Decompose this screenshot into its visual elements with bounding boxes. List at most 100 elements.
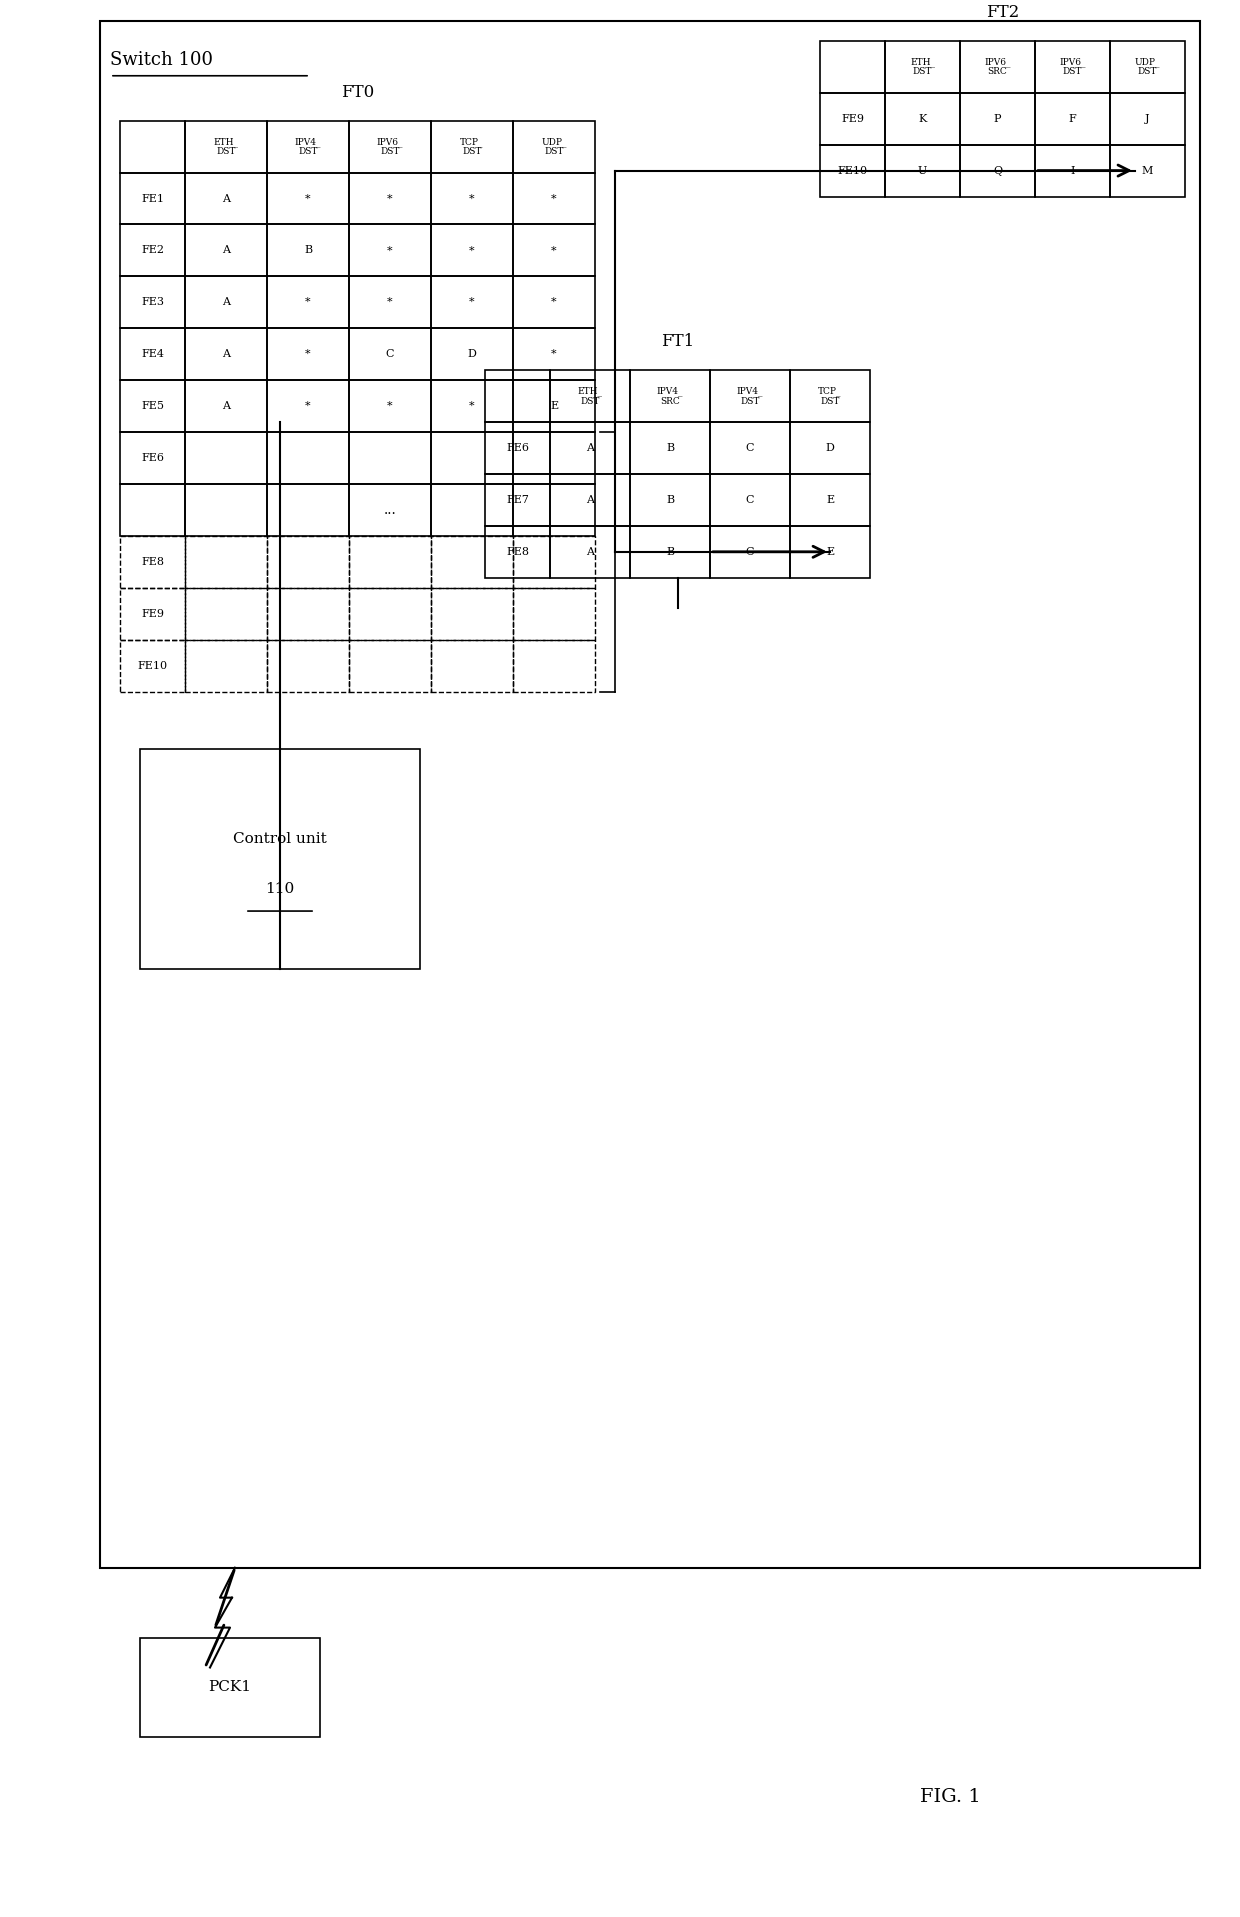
Bar xyxy=(432,121,513,173)
Text: K: K xyxy=(919,113,926,125)
Text: Q: Q xyxy=(993,165,1002,176)
Bar xyxy=(267,483,348,537)
Bar xyxy=(348,589,432,640)
Bar xyxy=(790,370,870,422)
Bar xyxy=(485,525,551,577)
Text: E: E xyxy=(826,495,835,504)
Text: FE3: FE3 xyxy=(141,297,164,307)
Bar xyxy=(820,40,885,92)
Bar xyxy=(185,224,267,276)
Bar xyxy=(1110,40,1185,92)
Bar xyxy=(820,144,885,197)
Text: B: B xyxy=(304,245,312,255)
Bar xyxy=(711,525,790,577)
Bar xyxy=(485,370,551,422)
Bar xyxy=(513,173,595,224)
Bar xyxy=(551,370,630,422)
Bar xyxy=(348,121,432,173)
Bar xyxy=(1035,144,1110,197)
Bar xyxy=(185,537,267,589)
Text: ...: ... xyxy=(383,502,397,518)
Bar xyxy=(513,380,595,431)
Text: FE9: FE9 xyxy=(841,113,864,125)
Bar xyxy=(513,640,595,692)
Text: *: * xyxy=(387,297,393,307)
Bar xyxy=(348,224,432,276)
Text: *: * xyxy=(552,194,557,203)
Bar xyxy=(267,537,348,589)
Bar xyxy=(432,640,513,692)
Text: IPV4_
DST: IPV4_ DST xyxy=(295,136,321,157)
Text: C: C xyxy=(745,546,754,556)
Bar xyxy=(1110,144,1185,197)
Bar xyxy=(1035,40,1110,92)
Bar xyxy=(432,173,513,224)
Text: *: * xyxy=(469,297,475,307)
Bar xyxy=(267,380,348,431)
Bar xyxy=(513,589,595,640)
Bar xyxy=(348,276,432,328)
Bar xyxy=(630,525,711,577)
Text: IPV6_
DST: IPV6_ DST xyxy=(377,136,403,157)
Text: FE10: FE10 xyxy=(837,165,868,176)
Text: *: * xyxy=(305,194,311,203)
Bar xyxy=(513,483,595,537)
Bar xyxy=(790,422,870,473)
Text: UDP_
DST: UDP_ DST xyxy=(1135,58,1161,77)
Bar xyxy=(432,380,513,431)
Bar xyxy=(485,422,551,473)
Text: FIG. 1: FIG. 1 xyxy=(920,1789,981,1806)
Text: FE8: FE8 xyxy=(506,546,529,556)
Text: FT1: FT1 xyxy=(661,334,694,351)
Text: IPV4_
DST: IPV4_ DST xyxy=(737,387,764,406)
Text: FE1: FE1 xyxy=(141,194,164,203)
Bar xyxy=(267,121,348,173)
Bar xyxy=(185,640,267,692)
Text: D: D xyxy=(467,349,476,358)
Text: FE5: FE5 xyxy=(141,401,164,410)
Bar xyxy=(348,431,432,483)
Bar xyxy=(120,431,185,483)
Text: *: * xyxy=(305,401,311,410)
Bar xyxy=(432,589,513,640)
Bar xyxy=(185,589,267,640)
Text: PCK1: PCK1 xyxy=(208,1681,252,1695)
Text: A: A xyxy=(587,443,594,452)
Text: B: B xyxy=(666,546,675,556)
Bar xyxy=(120,276,185,328)
Bar xyxy=(960,40,1035,92)
Bar xyxy=(120,224,185,276)
Text: FE9: FE9 xyxy=(141,610,164,619)
Bar xyxy=(267,589,348,640)
Text: ETH_
DST: ETH_ DST xyxy=(213,136,238,157)
Text: U: U xyxy=(918,165,928,176)
Text: M: M xyxy=(1142,165,1153,176)
Text: D: D xyxy=(826,443,835,452)
Bar xyxy=(885,144,960,197)
Bar xyxy=(711,422,790,473)
Bar xyxy=(120,483,185,537)
Text: A: A xyxy=(222,401,229,410)
Text: C: C xyxy=(745,443,754,452)
Bar xyxy=(432,276,513,328)
Bar xyxy=(267,431,348,483)
Text: P: P xyxy=(993,113,1001,125)
Text: E: E xyxy=(549,401,558,410)
Bar xyxy=(185,173,267,224)
Text: FE8: FE8 xyxy=(141,556,164,567)
Bar xyxy=(348,380,432,431)
Text: FE6: FE6 xyxy=(141,452,164,464)
Bar xyxy=(140,1637,320,1737)
Bar xyxy=(120,173,185,224)
Bar xyxy=(790,473,870,525)
Text: A: A xyxy=(587,546,594,556)
Bar xyxy=(630,370,711,422)
Bar xyxy=(630,422,711,473)
Text: FE2: FE2 xyxy=(141,245,164,255)
Bar xyxy=(630,473,711,525)
Bar xyxy=(432,483,513,537)
Bar xyxy=(960,144,1035,197)
Text: I: I xyxy=(1070,165,1075,176)
Text: *: * xyxy=(305,349,311,358)
Text: A: A xyxy=(222,349,229,358)
